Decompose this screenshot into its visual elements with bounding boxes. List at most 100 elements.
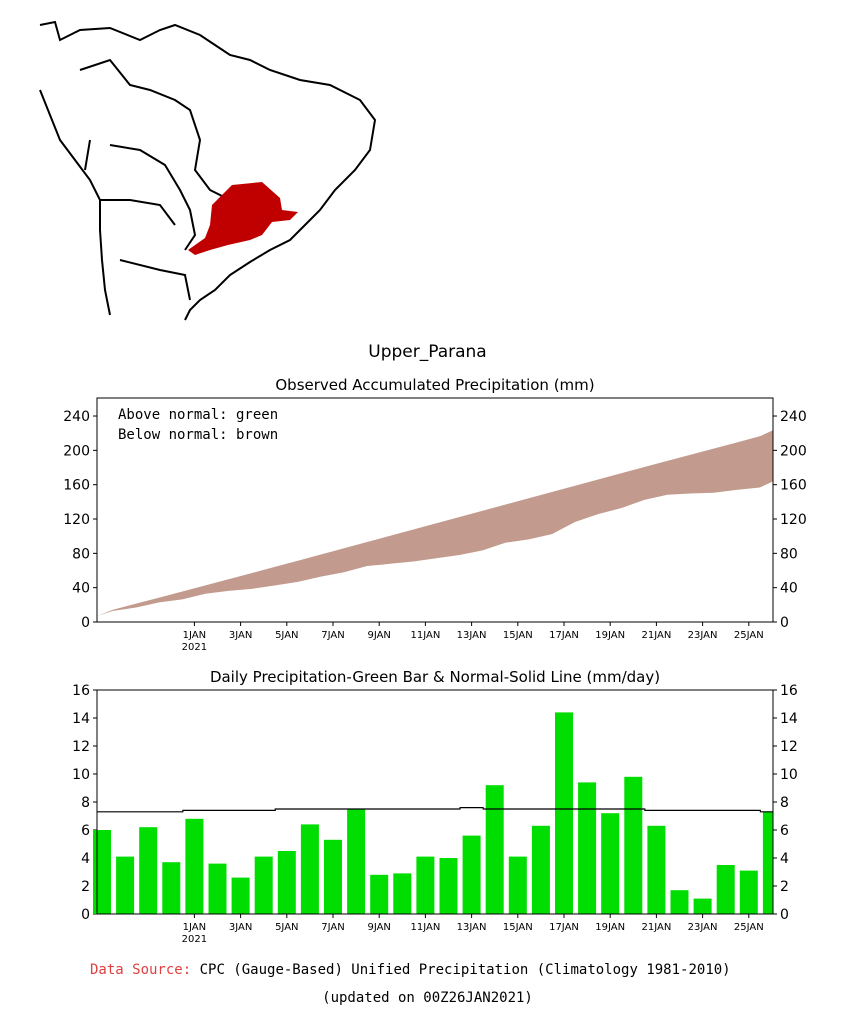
south-america-outline	[39, 20, 377, 321]
precip-bar	[716, 865, 735, 914]
x-tick-label: 17JAN	[549, 630, 579, 641]
x-tick-label: 11JAN	[410, 922, 440, 933]
plot-frame	[96, 397, 774, 623]
x-tick-label: 15JAN	[503, 922, 533, 933]
precip-bar	[670, 890, 689, 914]
y-tick-label-right: 0	[780, 907, 789, 923]
precip-bar	[739, 870, 758, 914]
x-tick-label: 21JAN	[641, 630, 671, 641]
y-tick-label: 80	[72, 546, 90, 562]
x-tick-label: 1JAN	[183, 922, 206, 933]
precip-bar	[300, 824, 319, 914]
y-tick-label: 8	[81, 795, 90, 811]
y-tick-label-right: 240	[780, 409, 807, 425]
y-tick-label: 0	[81, 907, 90, 923]
y-tick-label-right: 6	[780, 823, 789, 839]
source-text: CPC (Gauge-Based) Unified Precipitation …	[199, 962, 731, 978]
precip-bar	[555, 712, 573, 914]
x-tick-label: 7JAN	[321, 922, 344, 933]
precip-bar	[254, 856, 273, 914]
x-tick-label: 5JAN	[275, 630, 298, 641]
precip-bar	[762, 811, 773, 914]
x-tick-label: 19JAN	[595, 630, 625, 641]
y-tick-label: 200	[63, 443, 90, 459]
upper-parana-basin	[188, 182, 298, 255]
region-title: Upper_Parana	[368, 342, 487, 362]
precip-bar	[208, 863, 227, 914]
precip-bar	[277, 851, 296, 914]
precip-bar	[231, 877, 250, 914]
chart-title: Daily Precipitation-Green Bar & Normal-S…	[210, 668, 660, 686]
y-tick-label-right: 0	[780, 615, 789, 631]
x-tick-label: 17JAN	[549, 922, 579, 933]
legend-entry: Below normal: brown	[118, 427, 278, 443]
y-tick-label: 14	[72, 711, 90, 727]
normal-line	[97, 807, 773, 813]
y-tick-label: 0	[81, 615, 90, 631]
x-tick-label: 13JAN	[457, 630, 487, 641]
y-tick-label-right: 120	[780, 512, 807, 528]
x-tick-label: 9JAN	[367, 922, 390, 933]
source-label: Data Source:	[90, 962, 192, 978]
x-tick-label: 3JAN	[229, 630, 252, 641]
year-label: 2021	[182, 642, 207, 653]
y-tick-label-right: 2	[780, 879, 789, 895]
x-tick-label: 13JAN	[457, 922, 487, 933]
plot-frame	[96, 689, 774, 915]
y-tick-label: 4	[81, 851, 90, 867]
y-tick-label: 40	[72, 581, 90, 597]
y-tick-label-right: 16	[780, 683, 798, 699]
precip-bar	[531, 825, 550, 914]
x-tick-label: 23JAN	[688, 922, 718, 933]
x-tick-label: 23JAN	[688, 630, 718, 641]
precip-bar	[139, 827, 158, 914]
country-borders	[79, 58, 231, 301]
y-tick-label-right: 40	[780, 581, 798, 597]
precip-bar	[693, 898, 712, 914]
precip-bar	[116, 856, 135, 914]
x-tick-label: 7JAN	[321, 630, 344, 641]
updated-text: (updated on 00Z26JAN2021)	[322, 990, 533, 1006]
y-tick-label-right: 200	[780, 443, 807, 459]
y-tick-label-right: 80	[780, 546, 798, 562]
precip-bar	[393, 873, 412, 914]
y-tick-label-right: 4	[780, 851, 789, 867]
y-tick-label: 120	[63, 512, 90, 528]
y-tick-label: 240	[63, 409, 90, 425]
footer-source: Data Source: CPC (Gauge-Based) Unified P…	[90, 962, 731, 978]
precip-bar	[370, 874, 389, 914]
accumulated-chart: Observed Accumulated Precipitation (mm) 0…	[63, 376, 807, 653]
y-tick-label: 16	[72, 683, 90, 699]
x-tick-label: 19JAN	[595, 922, 625, 933]
y-tick-label-right: 14	[780, 711, 798, 727]
y-tick-label-right: 10	[780, 767, 798, 783]
region-map	[39, 20, 377, 321]
precip-bar	[347, 809, 366, 914]
precip-bar	[93, 830, 111, 914]
below-normal-area	[97, 430, 773, 616]
precip-bar	[578, 782, 597, 914]
x-tick-label: 9JAN	[367, 630, 390, 641]
x-tick-label: 11JAN	[410, 630, 440, 641]
y-tick-label-right: 12	[780, 739, 798, 755]
x-tick-label: 25JAN	[734, 630, 764, 641]
precip-bar	[485, 785, 504, 914]
year-label: 2021	[182, 934, 207, 945]
y-tick-label: 10	[72, 767, 90, 783]
precip-bar	[416, 856, 435, 914]
y-tick-label-right: 8	[780, 795, 789, 811]
y-tick-label: 6	[81, 823, 90, 839]
precip-bar	[439, 858, 458, 914]
y-tick-label: 160	[63, 478, 90, 494]
precip-bar	[624, 776, 643, 914]
chart-title: Observed Accumulated Precipitation (mm)	[275, 376, 594, 394]
precip-bar	[601, 813, 620, 914]
y-tick-label: 2	[81, 879, 90, 895]
precip-bar	[162, 862, 181, 914]
legend-entry: Above normal: green	[118, 407, 278, 423]
precip-bar	[185, 818, 204, 914]
y-tick-label: 12	[72, 739, 90, 755]
precip-bar	[324, 839, 342, 914]
x-tick-label: 5JAN	[275, 922, 298, 933]
x-tick-label: 21JAN	[641, 922, 671, 933]
